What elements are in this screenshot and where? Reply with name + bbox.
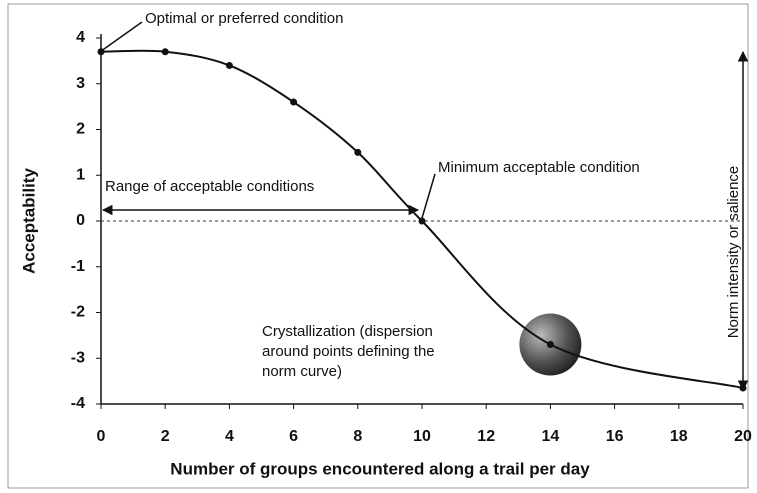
x-tick-label: 8 [353, 428, 362, 445]
x-tick-label: 4 [225, 428, 234, 445]
point [418, 217, 426, 225]
point [546, 341, 554, 349]
annotation: norm curve) [262, 363, 342, 380]
annotation: Range of acceptable conditions [105, 178, 314, 195]
x-axis-title: Number of groups encountered along a tra… [170, 459, 590, 478]
pointer [102, 21, 143, 51]
point [225, 61, 233, 69]
x-tick-label: 0 [97, 428, 106, 445]
x-tick-label: 14 [542, 428, 560, 445]
pointer [421, 173, 436, 219]
y-tick-label: 0 [76, 212, 85, 229]
x-tick-label: 18 [670, 428, 688, 445]
point [354, 148, 362, 156]
point [97, 48, 105, 56]
annotation: around points defining the [262, 343, 435, 360]
y-tick-label: 1 [76, 166, 85, 183]
annotation: Minimum acceptable condition [438, 159, 640, 176]
annotation: Norm intensity or salience [725, 166, 742, 339]
y-axis-title: Acceptability [19, 168, 38, 274]
y-tick-label: 3 [76, 75, 85, 92]
y-tick-label: -3 [71, 349, 85, 366]
point [290, 98, 298, 106]
y-tick-label: 2 [76, 121, 85, 138]
annotation: Optimal or preferred condition [145, 10, 343, 27]
x-tick-label: 16 [606, 428, 624, 445]
x-tick-label: 2 [161, 428, 170, 445]
x-tick-label: 6 [289, 428, 298, 445]
x-tick-label: 20 [734, 428, 752, 445]
annotation: Crystallization (dispersion [262, 323, 433, 340]
x-tick-label: 10 [413, 428, 431, 445]
y-tick-label: -2 [71, 304, 85, 321]
y-tick-label: 4 [76, 29, 85, 46]
point [161, 48, 169, 56]
y-tick-label: -1 [71, 258, 85, 275]
x-tick-label: 12 [477, 428, 495, 445]
y-tick-label: -4 [71, 395, 85, 412]
frame [7, 3, 749, 489]
